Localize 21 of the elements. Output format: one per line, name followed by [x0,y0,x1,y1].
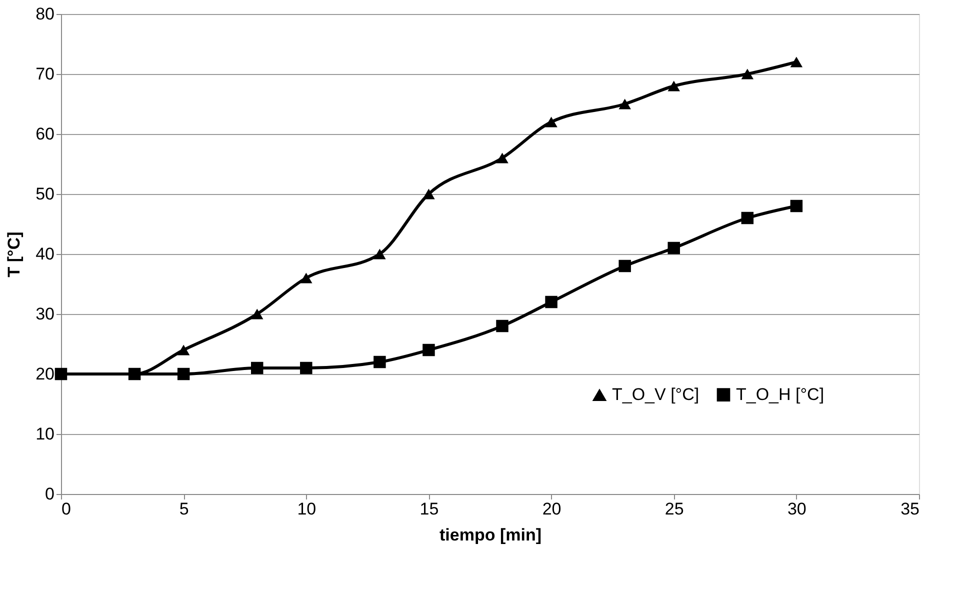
y-tick-label: 70 [36,64,54,84]
x-tick-label: 5 [179,500,189,518]
x-tick-label: 20 [542,500,562,518]
y-tick-label: 30 [36,304,54,324]
y-tick-label: 60 [36,124,54,144]
x-tick-label: 15 [420,500,439,518]
x-tick-label: 35 [900,500,920,518]
y-axis-title: T [°C] [4,232,24,278]
legend-label: T_O_V [°C] [612,385,700,404]
y-tick-label: 20 [36,364,54,384]
x-tick-label: 0 [62,500,71,518]
x-axis-title: tiempo [min] [440,526,542,544]
y-tick-label: 50 [36,184,54,204]
legend-label: T_O_H [°C] [736,384,824,404]
x-tick-label: 25 [664,500,684,518]
y-tick-label: 10 [36,424,54,444]
y-tick-label: 0 [45,484,54,504]
x-tick-label: 10 [297,500,316,518]
y-tick-label: 40 [36,244,54,264]
y-tick-label: 80 [36,4,54,24]
x-tick-label: 30 [787,500,806,518]
